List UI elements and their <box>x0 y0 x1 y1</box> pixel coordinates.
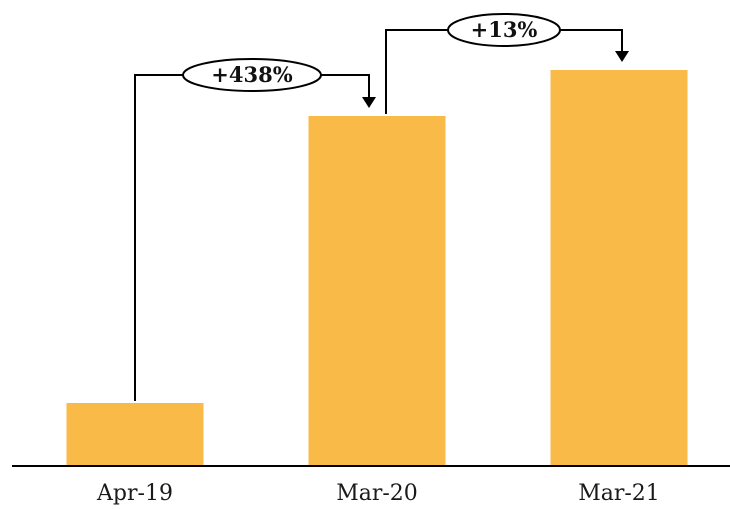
bars-group <box>66 70 688 466</box>
bar-mar-20 <box>308 116 446 466</box>
arrow-down-icon <box>362 97 376 108</box>
change-label: +438% <box>211 62 292 87</box>
change-pill <box>182 58 322 92</box>
bar-apr-19 <box>66 403 204 466</box>
tick-label-apr-19: Apr-19 <box>96 481 173 506</box>
change-callout-2: +13% <box>385 13 629 114</box>
change-pill <box>447 13 561 47</box>
tick-label-mar-21: Mar-21 <box>578 481 660 506</box>
arrow-down-icon <box>615 51 629 62</box>
x-axis-tick-labels: Apr-19 Mar-20 Mar-21 <box>96 481 660 506</box>
change-callout-1: +438% <box>134 58 376 401</box>
tick-label-mar-20: Mar-20 <box>336 481 418 506</box>
change-label: +13% <box>471 17 538 42</box>
bar-mar-21 <box>550 70 688 466</box>
change-callouts: +438% +13% <box>134 13 629 401</box>
